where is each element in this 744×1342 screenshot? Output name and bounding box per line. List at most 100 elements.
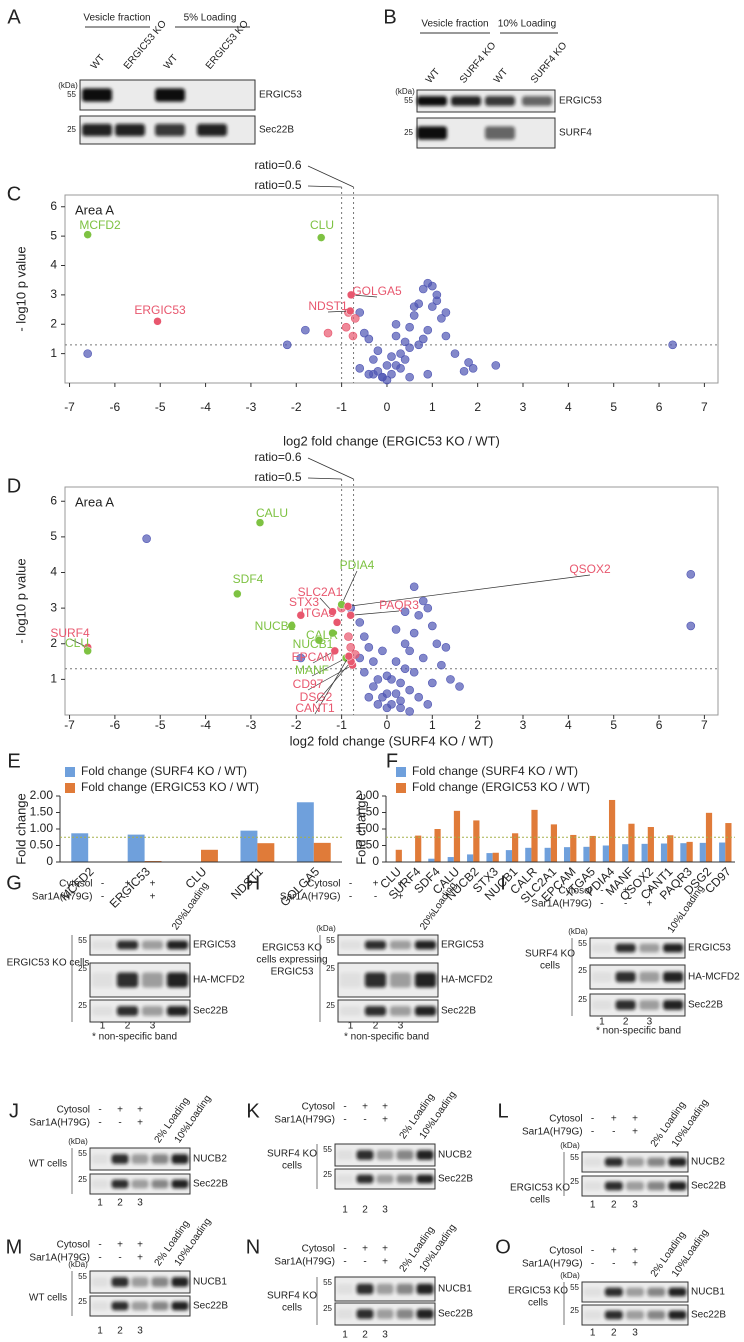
blot-band	[82, 88, 112, 102]
blot-band	[647, 1310, 666, 1320]
sar1a-sign: -	[98, 1118, 101, 1129]
blot-band	[116, 972, 139, 988]
y-tick-label: 4	[50, 258, 57, 272]
panel-letter: N	[246, 1236, 260, 1258]
protein-point	[359, 328, 369, 338]
blot-band	[668, 1287, 687, 1297]
lane-number: 1	[97, 1198, 103, 1209]
x-tick-label: 3	[520, 400, 527, 414]
blot-band	[364, 972, 387, 988]
blot-band	[336, 1283, 354, 1295]
protein-label: HA-MCFD2	[688, 972, 740, 983]
highlight-label: SDF4	[233, 572, 264, 586]
sar1a-sign: -	[363, 1115, 366, 1126]
lane-number: 2	[362, 1330, 368, 1341]
protein-label: ERGIC53	[441, 940, 484, 951]
x-tick-label: -6	[110, 718, 121, 732]
y-tick-label: 0.50	[356, 838, 380, 852]
highlight-label: GOLGA5	[352, 284, 402, 298]
blot-band	[131, 1154, 149, 1164]
lane-label: WT	[492, 67, 510, 86]
bar	[486, 853, 493, 862]
highlight-label: CLU	[310, 218, 334, 232]
cytosol-label: Cytosol	[59, 879, 92, 890]
y-tick-label: 6	[50, 199, 57, 213]
label-leader	[341, 570, 358, 605]
protein-point	[83, 349, 92, 358]
highlight-label: CLU	[65, 636, 89, 650]
label-leader	[307, 664, 353, 691]
bar	[434, 829, 441, 862]
ratio-label: ratio=0.5	[254, 178, 301, 192]
cell-label: SURF4 KO	[267, 1149, 317, 1160]
x-tick-label: -4	[200, 400, 211, 414]
sar1a-sign: -	[374, 892, 377, 903]
cell-label: cells	[282, 1161, 302, 1172]
protein-point	[396, 678, 405, 688]
highlight-label: MANF	[295, 663, 329, 677]
sar1a-sign: +	[398, 892, 404, 903]
cytosol-sign: -	[591, 1246, 594, 1257]
bar	[505, 850, 513, 862]
sar1a-sign: +	[646, 899, 652, 910]
blot-band	[155, 88, 185, 102]
protein-point	[364, 692, 374, 702]
protein-point	[464, 358, 473, 367]
protein-point	[418, 653, 428, 663]
bar	[628, 823, 635, 862]
cytosol-sign: +	[137, 1240, 143, 1251]
sar1a-sign: -	[343, 1257, 346, 1268]
cell-label: cells expressing	[256, 955, 327, 966]
blot-band	[591, 943, 612, 953]
blot-band	[376, 1309, 394, 1319]
cell-label: WT cells	[29, 1159, 67, 1170]
blot-band	[583, 1157, 602, 1167]
cytosol-sign: +	[373, 879, 379, 890]
protein-point	[441, 331, 451, 341]
y-tick-label: 1.00	[30, 821, 54, 835]
blot-band	[356, 1283, 374, 1295]
highlight-point	[296, 611, 306, 620]
protein-point	[668, 340, 677, 350]
blot-band	[339, 1006, 362, 1016]
protein-point	[369, 682, 378, 691]
bar	[201, 849, 218, 862]
x-tick-label: 0	[384, 718, 391, 732]
y-tick-label: 1	[50, 346, 57, 360]
kda-marker: 25	[578, 995, 587, 1004]
x-tick-label: -2	[291, 718, 302, 732]
cell-label: SURF4 KO	[267, 1291, 317, 1302]
cell-label: cells	[528, 1298, 548, 1309]
cell-label: ERGIC53 KO	[510, 1183, 570, 1194]
blot-band	[663, 971, 684, 983]
highlight-label: SLC2A1	[298, 585, 343, 599]
ratio-label: ratio=0.6	[254, 450, 301, 464]
lane-number: 1	[100, 1021, 106, 1032]
lane-number: 3	[398, 1021, 404, 1032]
blot-band	[171, 1154, 189, 1164]
panel-letter: H	[246, 872, 260, 894]
protein-point	[387, 700, 396, 709]
blot-band	[116, 940, 139, 950]
protein-label: NUCB2	[193, 1154, 227, 1165]
lane-label: WT	[89, 53, 107, 72]
blot-band	[339, 940, 362, 950]
blot-strip	[589, 937, 686, 959]
sar1a-sign: +	[382, 1115, 388, 1126]
protein-point	[391, 689, 401, 698]
blot-band	[416, 1309, 434, 1319]
highlight-label: PDIA4	[340, 558, 375, 572]
lane-number: 1	[348, 1021, 354, 1032]
highlight-point	[316, 233, 326, 242]
highlight-point	[83, 646, 92, 656]
protein-label: HA-MCFD2	[193, 975, 245, 986]
highlight-label: CALU	[256, 506, 288, 520]
panel-letter: D	[7, 475, 21, 497]
bar	[608, 799, 616, 862]
panel-letter: M	[6, 1236, 23, 1258]
bar	[525, 847, 532, 862]
blot-band	[591, 1000, 612, 1010]
panel-letter: G	[6, 872, 22, 894]
lane-number: 3	[382, 1330, 388, 1341]
ratio-label: ratio=0.6	[254, 158, 301, 172]
